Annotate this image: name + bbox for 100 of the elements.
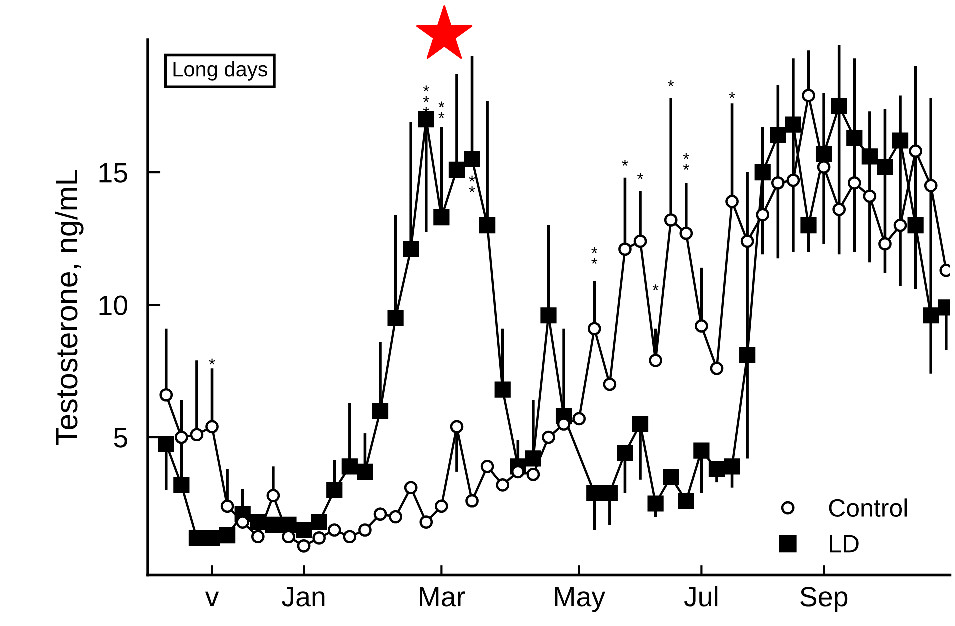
point — [358, 524, 372, 537]
point — [586, 485, 603, 502]
point — [450, 420, 464, 434]
annotation: * — [209, 358, 216, 365]
x-tick-label: May — [555, 587, 606, 612]
point — [342, 458, 358, 475]
point — [372, 402, 389, 420]
annotation: * * — [592, 247, 598, 264]
point — [525, 450, 542, 467]
y-tick-label: 15 — [100, 164, 128, 183]
point — [678, 493, 694, 510]
point — [496, 478, 510, 492]
point — [357, 464, 374, 480]
point — [786, 174, 800, 188]
point — [877, 159, 894, 176]
point — [557, 418, 571, 431]
point — [831, 98, 848, 114]
x-tick-label: Jul — [684, 586, 718, 607]
point — [251, 530, 265, 544]
annotation: * — [622, 160, 628, 166]
point — [466, 494, 479, 508]
annotation: * — [729, 92, 736, 98]
point — [863, 190, 877, 204]
point — [848, 176, 862, 190]
legend-label: Control — [829, 498, 907, 518]
point — [694, 442, 710, 459]
y-axis-title: Testosterone, ng/mL — [55, 170, 84, 446]
point — [878, 237, 892, 251]
annotation: * * — [469, 176, 476, 192]
point — [649, 354, 662, 368]
x-tick-label: Jan — [282, 587, 325, 607]
annotation: * * — [438, 102, 445, 118]
point — [726, 195, 739, 208]
point — [311, 514, 328, 530]
point — [603, 378, 617, 392]
point — [435, 500, 448, 514]
point — [618, 242, 632, 256]
point — [740, 234, 754, 248]
point — [770, 127, 786, 144]
point — [632, 416, 649, 432]
point — [664, 214, 678, 227]
point — [343, 530, 357, 544]
point — [663, 469, 680, 486]
point — [800, 217, 817, 234]
point — [832, 202, 846, 216]
annotation: * * — [683, 153, 690, 170]
point — [220, 527, 236, 544]
point — [540, 308, 557, 324]
legend-label: LD — [830, 535, 859, 553]
point — [740, 347, 756, 364]
point — [648, 496, 664, 512]
point — [724, 458, 740, 475]
point — [846, 130, 863, 146]
point — [188, 530, 206, 546]
point — [158, 436, 174, 452]
point — [206, 420, 219, 434]
point — [297, 539, 311, 553]
point — [266, 489, 280, 502]
point — [708, 461, 726, 478]
point — [572, 412, 586, 426]
point — [862, 148, 878, 165]
point — [388, 310, 404, 326]
annotation: * — [652, 284, 659, 290]
point — [448, 162, 466, 178]
point — [374, 508, 388, 522]
point — [909, 144, 922, 158]
point — [236, 516, 250, 529]
x-tick-label: Sep — [800, 587, 848, 612]
point — [892, 132, 909, 149]
point — [756, 208, 770, 222]
y-tick-label: 10 — [100, 296, 128, 316]
point — [894, 218, 908, 232]
point — [480, 460, 494, 474]
point — [204, 530, 220, 546]
point — [160, 388, 174, 402]
point — [680, 226, 694, 240]
point — [617, 445, 634, 462]
point — [312, 532, 326, 545]
point — [220, 500, 234, 514]
point — [588, 322, 602, 336]
point — [174, 477, 190, 494]
point — [404, 481, 418, 495]
point — [634, 234, 648, 248]
point — [265, 516, 282, 534]
x-tick-label: Mar — [420, 587, 466, 607]
point — [420, 516, 434, 529]
point — [494, 382, 511, 398]
point — [464, 151, 480, 168]
x-tick-label: v — [205, 592, 220, 607]
point — [403, 241, 420, 258]
point — [754, 164, 771, 181]
point — [785, 116, 802, 133]
point — [480, 217, 496, 234]
annotation: * — [668, 80, 674, 86]
point — [923, 308, 940, 324]
point — [282, 530, 296, 544]
point — [602, 485, 618, 502]
annotation: * — [638, 173, 644, 180]
point — [802, 89, 816, 102]
point — [817, 160, 831, 174]
